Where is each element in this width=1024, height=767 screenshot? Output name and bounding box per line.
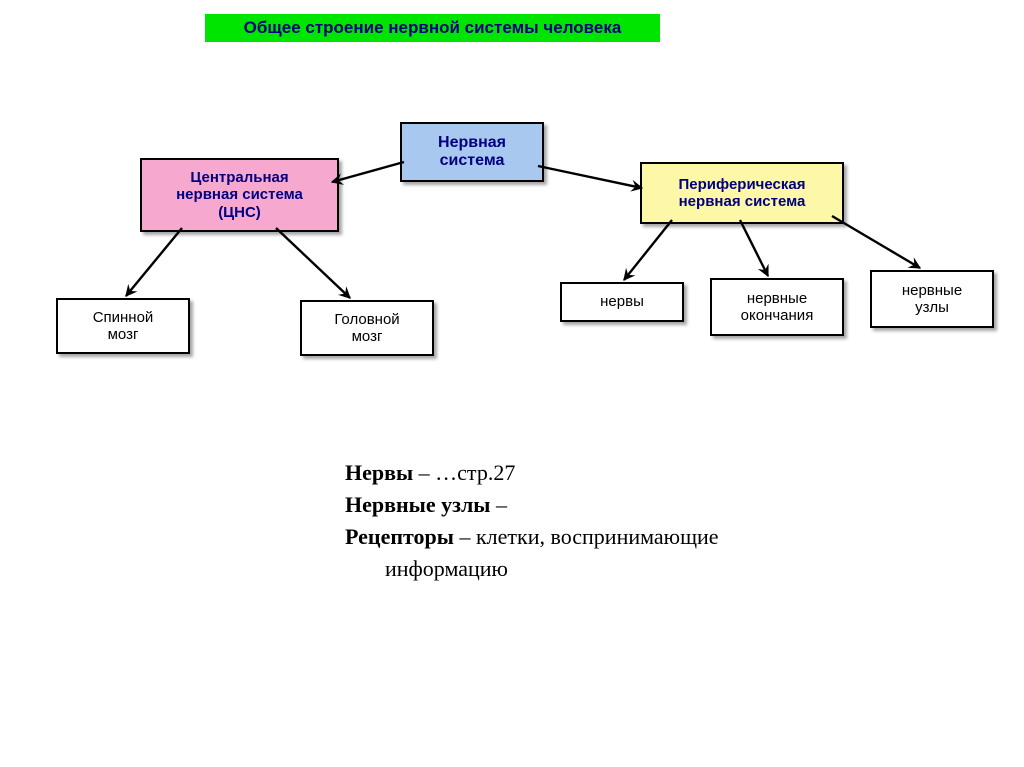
node-cns-label: Центральная нервная система (ЦНС) [176, 169, 303, 221]
page-title: Общее строение нервной системы человека [205, 14, 660, 42]
def-line-ganglia: Нервные узлы – [345, 492, 905, 518]
def-cont-receptors: информацию [385, 556, 508, 581]
def-line-nerves: Нервы – …стр.27 [345, 460, 905, 486]
node-spinal-cord: Спинной мозг [56, 298, 190, 354]
page-title-text: Общее строение нервной системы человека [244, 19, 622, 38]
diagram-edges [0, 0, 1024, 767]
node-nerves-label: нервы [600, 293, 644, 310]
node-brain: Головной мозг [300, 300, 434, 356]
def-rest-ganglia: – [490, 492, 507, 517]
def-term-ganglia: Нервные узлы [345, 492, 490, 517]
node-cns: Центральная нервная система (ЦНС) [140, 158, 339, 232]
node-brain-label: Головной мозг [334, 311, 399, 346]
def-term-nerves: Нервы [345, 460, 413, 485]
def-line-receptors-cont: информацию [345, 556, 905, 582]
def-term-receptors: Рецепторы [345, 524, 454, 549]
node-root: Нервная система [400, 122, 544, 182]
def-rest-receptors: – клетки, воспринимающие [454, 524, 719, 549]
node-pns: Периферическая нервная система [640, 162, 844, 224]
node-pns-label: Периферическая нервная система [679, 176, 806, 211]
node-ganglia-label: нервные узлы [902, 282, 962, 317]
node-spinal-cord-label: Спинной мозг [93, 309, 154, 344]
node-ganglia: нервные узлы [870, 270, 994, 328]
node-nerve-endings-label: нервные окончания [741, 290, 814, 325]
definitions-block: Нервы – …стр.27 Нервные узлы – Рецепторы… [345, 460, 905, 588]
node-root-label: Нервная система [438, 134, 506, 171]
node-nerves: нервы [560, 282, 684, 322]
def-rest-nerves: – …стр.27 [413, 460, 515, 485]
node-nerve-endings: нервные окончания [710, 278, 844, 336]
def-line-receptors: Рецепторы – клетки, воспринимающие [345, 524, 905, 550]
